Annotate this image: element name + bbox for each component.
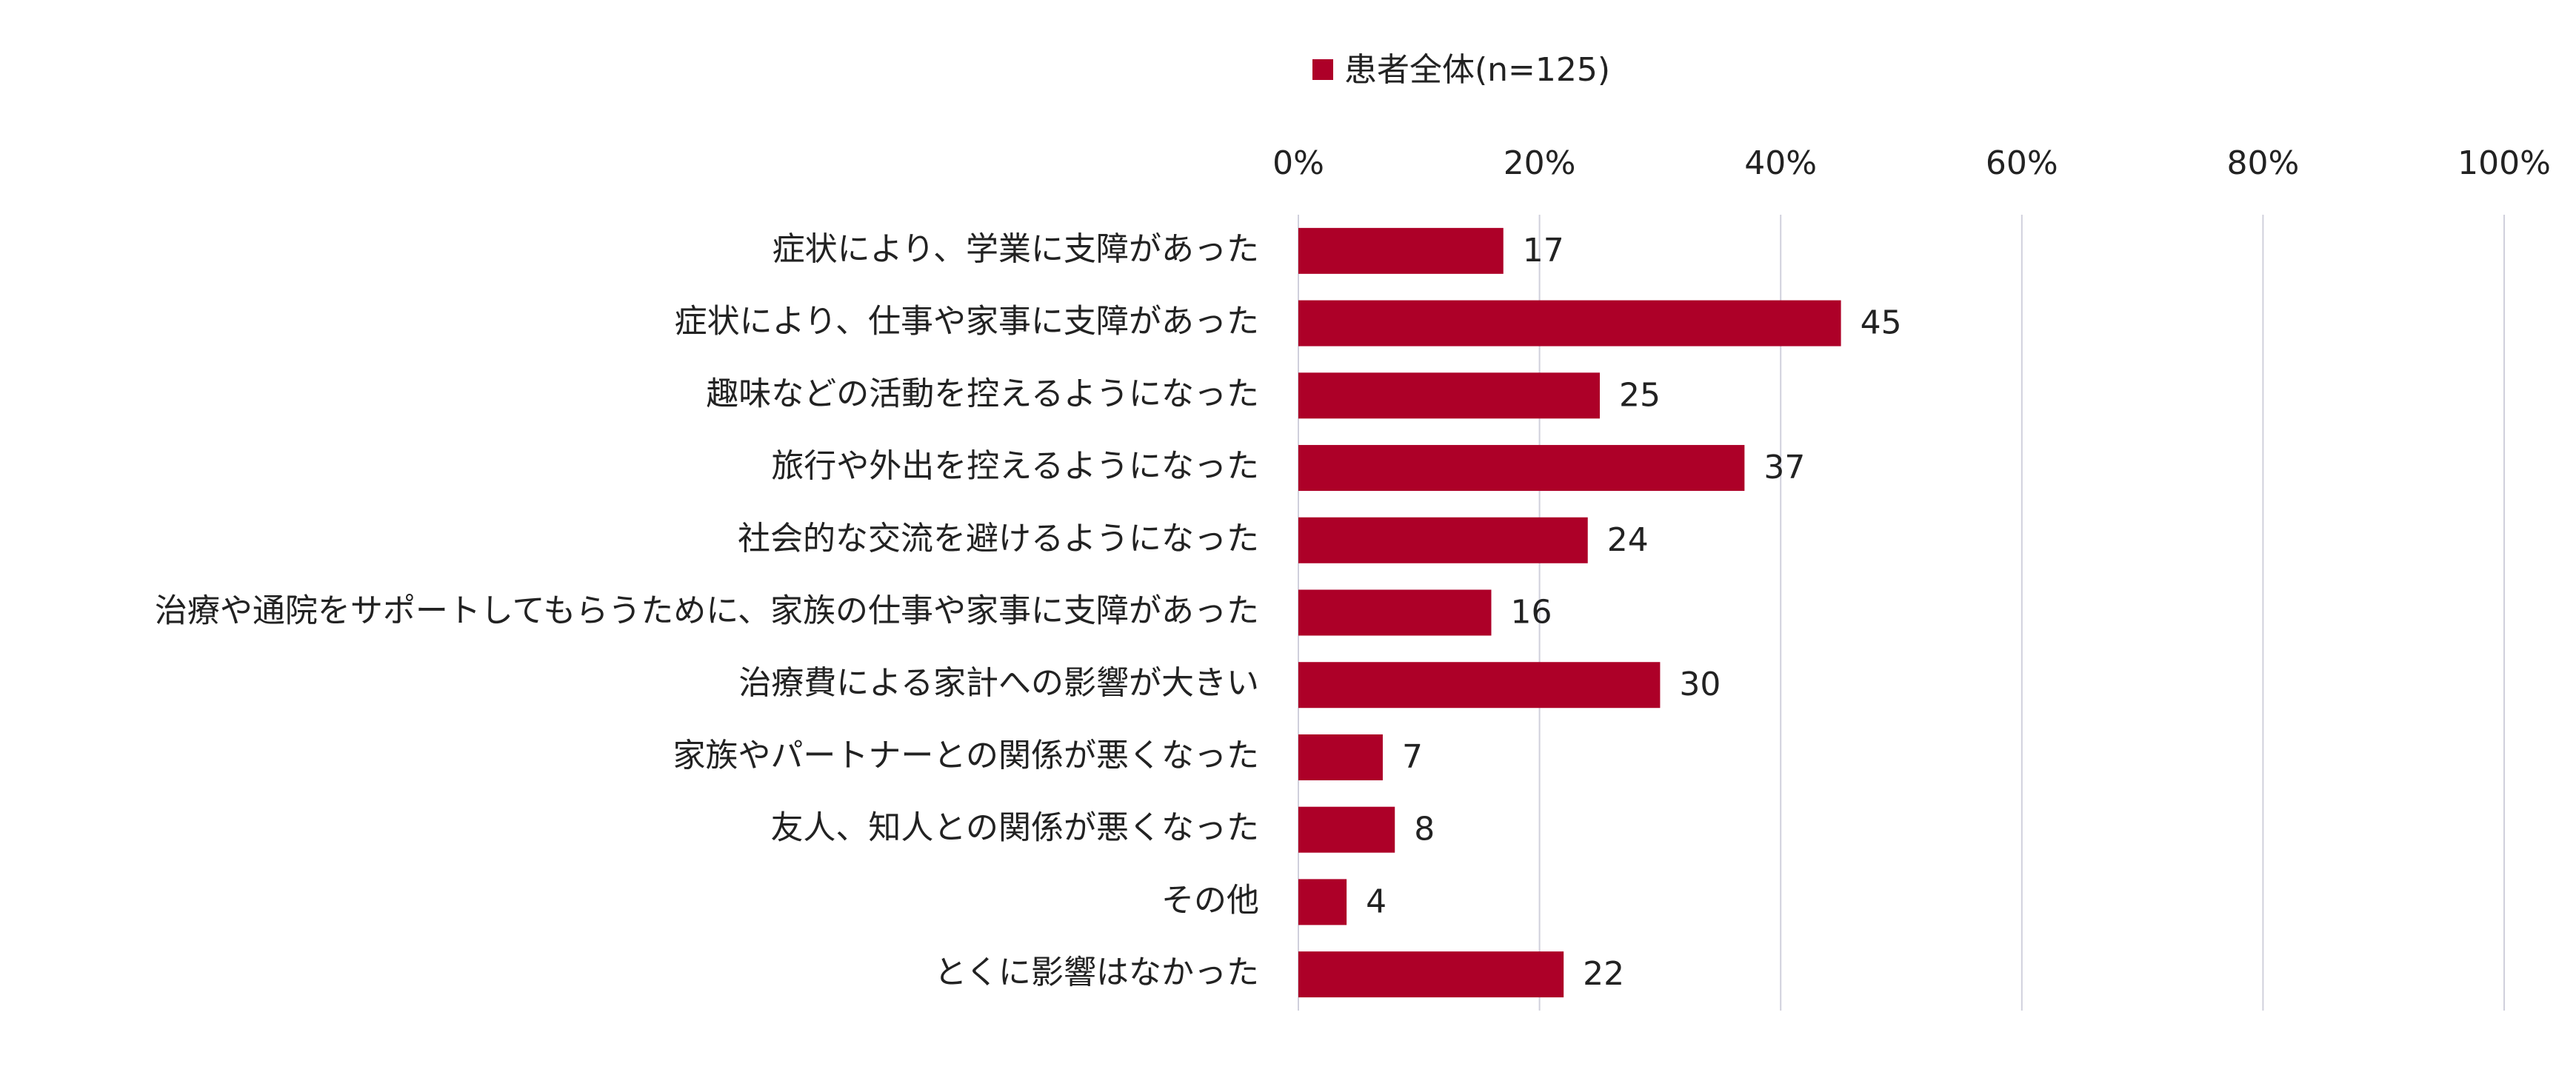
x-tick-label: 60% (1986, 144, 2058, 182)
data-label: 17 (1523, 232, 1564, 269)
bar (1298, 445, 1745, 492)
legend-label: 患者全体(n=125) (1344, 51, 1610, 89)
data-label: 25 (1619, 376, 1661, 414)
x-tick-label: 20% (1504, 144, 1576, 182)
data-label: 4 (1366, 883, 1387, 920)
bar (1298, 589, 1492, 636)
data-label: 37 (1764, 449, 1805, 486)
data-label: 45 (1861, 304, 1902, 342)
y-tick-label: 旅行や外出を控えるようになった (771, 447, 1259, 485)
x-tick-label: 80% (2227, 144, 2300, 182)
data-label: 7 (1402, 738, 1423, 776)
y-tick-label: その他 (1161, 881, 1259, 919)
bar (1298, 227, 1504, 274)
bar (1298, 951, 1564, 998)
data-label: 24 (1607, 521, 1649, 559)
x-tick-label: 0% (1272, 144, 1324, 182)
bar (1298, 517, 1588, 563)
y-tick-label: とくに影響はなかった (934, 954, 1259, 991)
bar (1298, 372, 1600, 419)
data-label: 8 (1414, 811, 1435, 848)
bar (1298, 662, 1661, 709)
data-label: 22 (1583, 955, 1624, 993)
y-tick-label: 治療や通院をサポートしてもらうために、家族の仕事や家事に支障があった (155, 592, 1259, 630)
bar (1298, 879, 1347, 925)
bar (1298, 734, 1383, 780)
legend-swatch (1312, 59, 1333, 80)
y-tick-label: 治療費による家計への影響が大きい (738, 664, 1259, 702)
y-tick-label: 友人、知人との関係が悪くなった (770, 809, 1259, 847)
x-tick-label: 100% (2457, 144, 2551, 182)
data-label: 30 (1679, 666, 1721, 703)
data-label: 16 (1510, 594, 1552, 632)
y-tick-label: 家族やパートナーとの関係が悪くなった (673, 737, 1259, 774)
bar (1298, 300, 1841, 346)
y-tick-label: 社会的な交流を避けるようになった (738, 520, 1259, 557)
y-tick-label: 症状により、仕事や家事に支障があった (675, 303, 1259, 341)
y-tick-label: 症状により、学業に支障があった (773, 230, 1259, 268)
y-tick-label: 趣味などの活動を控えるようになった (706, 375, 1259, 412)
x-tick-label: 40% (1744, 144, 1817, 182)
bar (1298, 806, 1395, 853)
